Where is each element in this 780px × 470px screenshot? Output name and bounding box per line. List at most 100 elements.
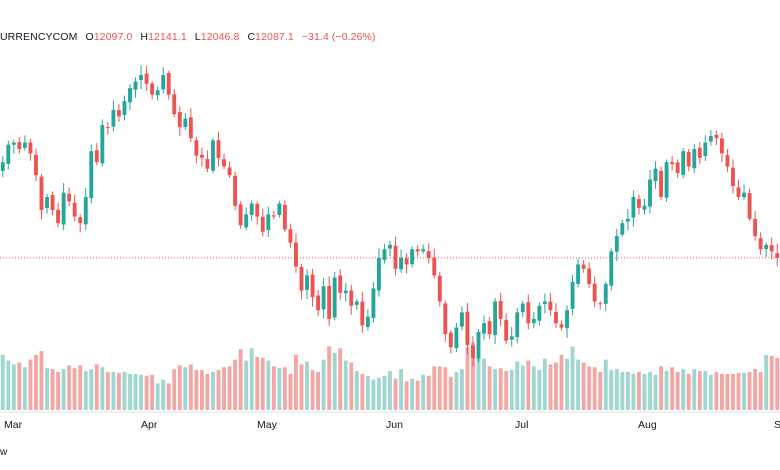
candle-body xyxy=(465,311,470,345)
candle-body xyxy=(282,204,287,230)
candle-body xyxy=(227,167,232,176)
volume-bar xyxy=(686,373,691,410)
candle-body xyxy=(45,196,49,208)
candle-body xyxy=(598,303,603,305)
volume-bar xyxy=(747,372,752,410)
volume-bar xyxy=(28,359,33,410)
candle-body xyxy=(471,345,475,359)
volume-bar xyxy=(105,372,110,410)
candle-body xyxy=(421,249,426,252)
volume-bar xyxy=(294,354,298,410)
volume-bar xyxy=(122,372,127,410)
volume-bar xyxy=(382,375,387,410)
low-value: 12046.8 xyxy=(200,31,240,43)
candle-body xyxy=(559,324,564,328)
volume-bar xyxy=(222,367,226,410)
volume-bar xyxy=(111,372,116,410)
candle-body xyxy=(166,73,171,95)
volume-bar xyxy=(139,374,143,410)
volume-bar xyxy=(426,375,431,410)
candle-body xyxy=(72,202,77,217)
candle-body xyxy=(448,332,453,348)
volume-bar xyxy=(399,369,403,410)
volume-bar xyxy=(377,377,381,410)
volume-bar xyxy=(648,372,652,410)
candle-body xyxy=(753,218,758,237)
candlesticks xyxy=(0,65,780,367)
candle-body xyxy=(609,251,614,286)
candle-body xyxy=(537,305,542,321)
candle-body xyxy=(321,286,326,310)
candle-body xyxy=(454,327,459,349)
volume-bar xyxy=(637,372,641,410)
open-value: 12097.0 xyxy=(93,31,133,43)
volume-bar xyxy=(753,369,758,410)
candle-body xyxy=(548,301,553,311)
volume-bar xyxy=(211,372,215,410)
footer-fragment: w xyxy=(0,447,8,458)
volume-bar xyxy=(493,369,498,410)
candle-body xyxy=(316,295,321,311)
candle-body xyxy=(410,249,415,265)
volume-bar xyxy=(432,366,437,410)
volume-bar xyxy=(150,374,155,410)
volume-bar xyxy=(288,373,293,410)
candle-body xyxy=(128,88,132,103)
x-tick-label: Mar xyxy=(4,419,23,431)
candle-body xyxy=(637,199,641,208)
candle-body xyxy=(498,300,503,319)
high-value: 12141.1 xyxy=(148,31,187,43)
candle-body xyxy=(260,216,265,232)
candle-body xyxy=(39,176,44,211)
volume-bar xyxy=(471,342,475,410)
volume-bar xyxy=(349,362,354,410)
candle-body xyxy=(509,336,514,340)
candle-body xyxy=(11,142,16,145)
candle-body xyxy=(371,288,376,319)
volume-bar xyxy=(277,368,282,410)
x-tick-label: S xyxy=(774,419,780,431)
candle-body xyxy=(0,162,5,171)
volume-bar xyxy=(769,355,774,410)
candle-body xyxy=(603,284,608,304)
candle-body xyxy=(133,81,138,90)
volume-bar xyxy=(764,354,769,410)
candle-body xyxy=(161,75,166,90)
candle-body xyxy=(288,229,293,243)
volume-bar xyxy=(354,371,359,410)
volume-bar xyxy=(199,370,204,410)
candle-body xyxy=(648,179,652,207)
candle-body xyxy=(653,168,658,182)
x-tick-label: May xyxy=(257,419,278,431)
ohlc-legend: URRENCYCOM O12097.0 H12141.1 L12046.8 C1… xyxy=(0,31,376,43)
candle-body xyxy=(349,290,354,306)
volume-bar xyxy=(260,357,265,410)
candle-body xyxy=(122,101,127,115)
candle-body xyxy=(238,204,243,226)
candle-body xyxy=(61,192,66,225)
volume-bar xyxy=(415,380,420,410)
volume-bar xyxy=(719,373,724,410)
candle-body xyxy=(642,205,647,210)
volume-bar xyxy=(476,354,481,410)
volume-bar xyxy=(708,374,713,410)
volume-bar xyxy=(166,383,171,410)
volume-bar xyxy=(133,373,138,410)
symbol-name[interactable]: URRENCYCOM xyxy=(0,31,78,43)
volume-bar xyxy=(371,379,376,410)
volume-bar xyxy=(34,354,38,410)
candle-body xyxy=(299,266,304,291)
volume-bar xyxy=(72,368,77,410)
candle-body xyxy=(426,251,431,258)
candle-body xyxy=(83,196,88,225)
candle-body xyxy=(531,318,536,324)
volume-bar xyxy=(559,354,564,410)
volume-bar xyxy=(117,372,121,410)
volume-bar xyxy=(587,366,592,410)
volume-bar xyxy=(614,369,619,410)
candle-body xyxy=(382,249,387,260)
volume-bar xyxy=(692,369,697,410)
candle-body xyxy=(515,312,520,338)
volume-bar xyxy=(681,369,686,410)
